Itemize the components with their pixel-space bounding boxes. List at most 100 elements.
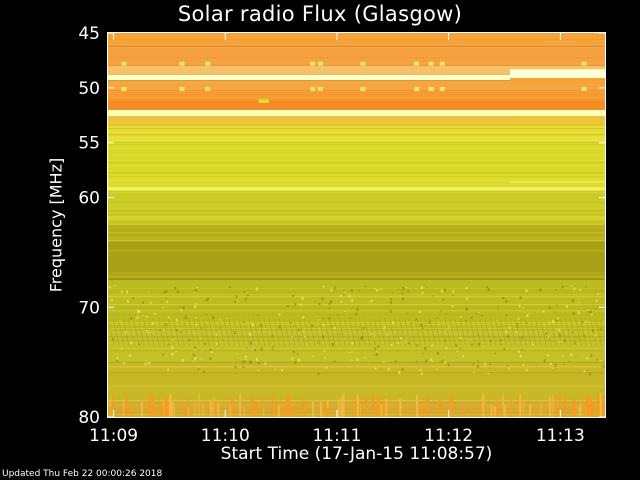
noise-speck xyxy=(507,335,510,339)
noise-speck xyxy=(297,358,300,362)
noise-speck xyxy=(561,285,564,289)
noise-speck xyxy=(194,305,197,309)
noise-speck xyxy=(264,361,267,365)
noise-speck xyxy=(482,346,485,348)
burst-spike xyxy=(522,400,524,417)
noise-speck xyxy=(573,341,576,345)
chart-title: Solar radio Flux (Glasgow) xyxy=(177,2,463,26)
noise-speck xyxy=(377,345,380,348)
noise-speck xyxy=(477,335,480,337)
noise-speck xyxy=(421,292,424,295)
noise-speck xyxy=(149,331,152,334)
noise-speck xyxy=(387,367,390,371)
noise-speck xyxy=(379,288,382,290)
noise-speck xyxy=(484,362,487,366)
noise-hatch xyxy=(137,318,145,346)
spectrum-streak xyxy=(108,182,605,184)
noise-speck xyxy=(499,339,502,342)
burst-spike xyxy=(549,396,552,417)
noise-speck xyxy=(447,326,450,328)
burst-spike xyxy=(380,404,383,417)
burst-spike xyxy=(169,394,172,417)
noise-speck xyxy=(410,322,413,324)
noise-speck xyxy=(182,306,185,310)
noise-speck xyxy=(389,309,392,313)
noise-speck xyxy=(179,331,182,333)
noise-speck xyxy=(556,304,559,306)
noise-hatch xyxy=(343,318,351,346)
noise-speck xyxy=(200,327,203,329)
burst-spike xyxy=(263,407,265,417)
noise-speck xyxy=(200,358,203,360)
noise-hatch xyxy=(353,318,361,346)
noise-speck xyxy=(294,303,297,307)
interference-mark xyxy=(581,61,587,66)
noise-speck xyxy=(336,314,339,316)
noise-hatch xyxy=(404,318,412,346)
interference-mark xyxy=(428,61,434,66)
noise-speck xyxy=(444,361,447,364)
noise-speck xyxy=(477,360,480,362)
noise-speck xyxy=(233,331,236,335)
burst-spike xyxy=(504,404,507,417)
noise-speck xyxy=(234,300,237,303)
noise-hatch xyxy=(388,318,396,346)
noise-hatch xyxy=(348,318,356,346)
noise-speck xyxy=(330,325,333,327)
burst-spike xyxy=(275,396,277,417)
noise-speck xyxy=(506,365,509,367)
spectrum-streak xyxy=(108,144,605,146)
spectrum-streak xyxy=(108,392,605,394)
burst-spike xyxy=(597,394,600,417)
spectrum-band xyxy=(108,186,605,191)
noise-speck xyxy=(391,292,394,294)
interference-mark xyxy=(439,86,445,91)
noise-speck xyxy=(376,289,379,292)
noise-speck xyxy=(500,343,503,345)
burst-spike xyxy=(189,407,192,417)
burst-spike xyxy=(326,407,329,417)
noise-hatch xyxy=(469,318,477,346)
noise-hatch xyxy=(539,318,547,346)
noise-speck xyxy=(487,288,490,292)
noise-speck xyxy=(176,290,179,294)
noise-speck xyxy=(325,366,328,369)
noise-hatch xyxy=(233,318,241,346)
noise-speck xyxy=(350,351,353,353)
spectrum-streak xyxy=(108,306,605,308)
noise-speck xyxy=(517,317,520,320)
plot-frame xyxy=(107,32,606,418)
noise-hatch xyxy=(298,318,306,346)
spectrum-streak xyxy=(108,140,605,142)
noise-speck xyxy=(549,362,552,365)
noise-speck xyxy=(488,363,491,365)
spectrum-band xyxy=(108,109,605,117)
noise-speck xyxy=(515,331,518,334)
burst-spike xyxy=(421,406,424,417)
noise-hatch xyxy=(544,318,552,346)
noise-hatch xyxy=(383,318,391,346)
noise-speck xyxy=(363,357,366,359)
x-axis: 11:09 11:10 11:11 11:12 11:13 xyxy=(89,33,585,446)
burst-spike xyxy=(337,399,340,417)
noise-speck xyxy=(404,340,407,343)
noise-speck xyxy=(382,361,385,363)
noise-hatch xyxy=(569,318,577,346)
noise-speck xyxy=(243,290,246,293)
spectrum-streak xyxy=(108,404,605,406)
spectrum-streak xyxy=(108,202,605,204)
noise-speck xyxy=(424,346,427,350)
noise-speck xyxy=(431,360,434,362)
noise-speck xyxy=(505,314,508,317)
burst-spike xyxy=(529,403,532,417)
noise-speck xyxy=(153,312,156,315)
burst-spike xyxy=(511,400,513,417)
spectrum-band xyxy=(108,46,605,66)
noise-speck xyxy=(531,343,534,346)
noise-speck xyxy=(235,295,238,299)
burst-spike xyxy=(168,396,170,417)
noise-speck xyxy=(362,327,365,330)
noise-hatch xyxy=(449,318,457,346)
spectrum-streak xyxy=(108,296,605,298)
burst-spike xyxy=(187,407,189,417)
